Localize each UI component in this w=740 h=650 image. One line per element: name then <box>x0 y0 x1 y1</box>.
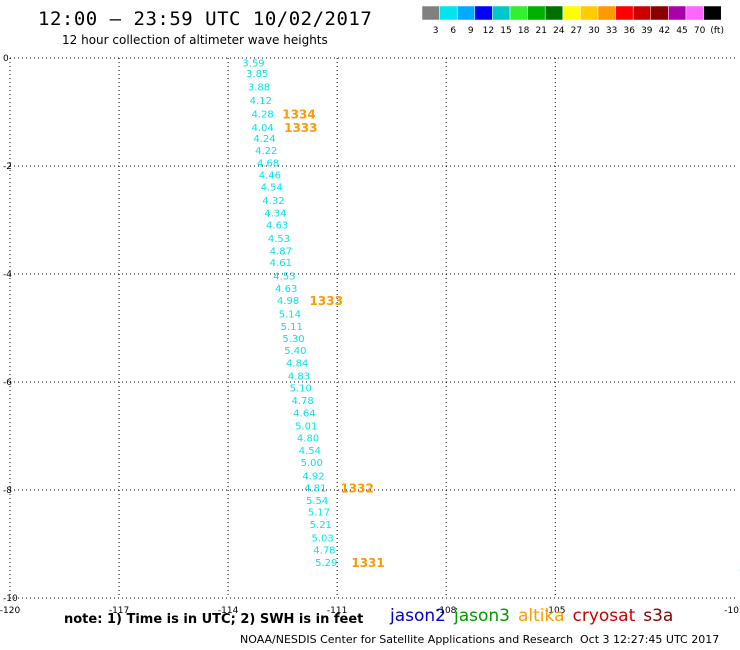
color-scale-label: 27 <box>571 26 582 36</box>
legend-item-jason3: jason3 <box>454 606 510 626</box>
color-scale-label: 30 <box>588 26 600 36</box>
swh-label: 5.17 <box>308 508 330 519</box>
swh-label: 5.01 <box>295 421 317 432</box>
swh-label: 7.56 <box>739 569 740 580</box>
swh-label: 3.85 <box>246 69 268 80</box>
swh-label: 4.87 <box>270 246 292 257</box>
swh-label: 4.53 <box>268 234 290 245</box>
color-scale-label: 45 <box>676 26 687 36</box>
swh-label: 4.61 <box>270 258 292 269</box>
color-scale-label: 36 <box>623 26 635 36</box>
legend-item-s3a: s3a <box>643 606 674 626</box>
swh-label: 5.54 <box>306 496 328 507</box>
swh-label: 5.14 <box>279 310 301 321</box>
color-scale-label: 42 <box>659 26 670 36</box>
swh-label: 5.30 <box>282 334 304 345</box>
swh-label: 5.21 <box>310 520 332 531</box>
swh-label: 4.12 <box>250 96 272 107</box>
swh-label: 5.00 <box>301 458 323 469</box>
x-tick-label: -117 <box>109 606 129 616</box>
y-tick-label: 0 <box>3 54 9 64</box>
swh-label: 4.04 <box>251 123 273 134</box>
legend-item-altika: altika <box>518 606 565 626</box>
time-label: 1333 <box>284 121 317 135</box>
swh-label: 4.78 <box>313 545 335 556</box>
color-scale-label: 21 <box>535 26 546 36</box>
time-label: 1333 <box>310 294 343 308</box>
swh-label: 4.34 <box>264 209 286 220</box>
swh-label: 4.81 <box>304 483 326 494</box>
swh-label: 4.78 <box>291 396 313 407</box>
color-scale-label: 24 <box>553 26 565 36</box>
swh-label: 5.11 <box>281 322 303 333</box>
y-tick-label: -8 <box>3 486 12 496</box>
y-tick-label: -6 <box>3 378 12 388</box>
satellite-legend: jason2 jason3 altika cryosat s3a <box>390 606 681 626</box>
x-tick-label: -10 <box>724 606 739 616</box>
x-tick-label: -120 <box>0 606 20 616</box>
time-label: 1334 <box>282 108 315 122</box>
color-scale-label: 70 <box>694 26 706 36</box>
swh-label: 5.03 <box>311 534 333 545</box>
swh-label: 4.64 <box>293 408 315 419</box>
swh-label: 4.63 <box>266 220 288 231</box>
legend-item-jason2: jason2 <box>390 606 446 626</box>
x-tick-label: -105 <box>545 606 565 616</box>
swh-label: 4.54 <box>261 183 283 194</box>
swh-label: 4.84 <box>286 359 308 370</box>
swh-label: 5.10 <box>290 383 312 394</box>
footnote: note: 1) Time is in UTC; 2) SWH is in fe… <box>64 612 364 627</box>
swh-label: 4.83 <box>288 372 310 383</box>
color-scale-label: 33 <box>606 26 617 36</box>
swh-label: 4.63 <box>275 284 297 295</box>
swh-label: 3.88 <box>248 83 270 94</box>
x-tick-label: -111 <box>327 606 347 616</box>
swh-label: 4.28 <box>251 110 273 121</box>
generated-timestamp: Oct 3 12:27:45 UTC 2017 <box>580 633 720 646</box>
color-scale-label: (ft) <box>710 26 724 36</box>
color-scale-swatch <box>703 5 722 21</box>
swh-label: 4.92 <box>302 472 324 483</box>
color-scale-label: 12 <box>483 26 494 36</box>
time-label: 1331 <box>351 556 384 570</box>
chart-title: 12:00 – 23:59 UTC 10/02/2017 <box>38 8 373 30</box>
y-tick-label: -4 <box>3 270 12 280</box>
swh-label: 4.80 <box>297 434 319 445</box>
swh-label: 4.24 <box>253 134 275 145</box>
swh-label: 3.59 <box>242 58 264 69</box>
swh-label: 4.32 <box>262 196 284 207</box>
color-scale-label: 15 <box>500 26 511 36</box>
color-scale-label: 3 <box>433 26 439 36</box>
swh-label: 4.22 <box>255 146 277 157</box>
swh-label: 4.98 <box>277 296 299 307</box>
color-scale-label: 39 <box>641 26 653 36</box>
y-tick-label: -10 <box>3 594 18 604</box>
y-tick-label: -2 <box>3 162 12 172</box>
time-label: 1332 <box>340 481 373 495</box>
x-tick-label: -108 <box>436 606 457 616</box>
swh-label: 4.53 <box>273 272 295 283</box>
swh-label: 4.46 <box>259 171 281 182</box>
credit-line: NOAA/NESDIS Center for Satellite Applica… <box>240 633 574 646</box>
swh-label: 5.29 <box>315 558 337 569</box>
legend-item-cryosat: cryosat <box>572 606 636 626</box>
swh-label: 4.54 <box>299 446 321 457</box>
color-scale-label: 6 <box>450 26 456 36</box>
color-scale-label: 18 <box>518 26 530 36</box>
swh-label: 5.40 <box>284 346 306 357</box>
color-scale-label: 9 <box>468 26 474 36</box>
chart-subtitle: 12 hour collection of altimeter wave hei… <box>62 33 328 47</box>
x-tick-label: -114 <box>218 606 239 616</box>
color-scale-bar: 3 6 9 12 15 18 21 24 27 30 33 36 39 42 45 70 (ft) <box>421 5 724 36</box>
swh-label: 4.68 <box>257 158 279 169</box>
wave-height-plot: -120 -117 -114 -111 -108 -105 -10 0 -2 -4 -6 -8 -10 3… <box>0 54 740 616</box>
